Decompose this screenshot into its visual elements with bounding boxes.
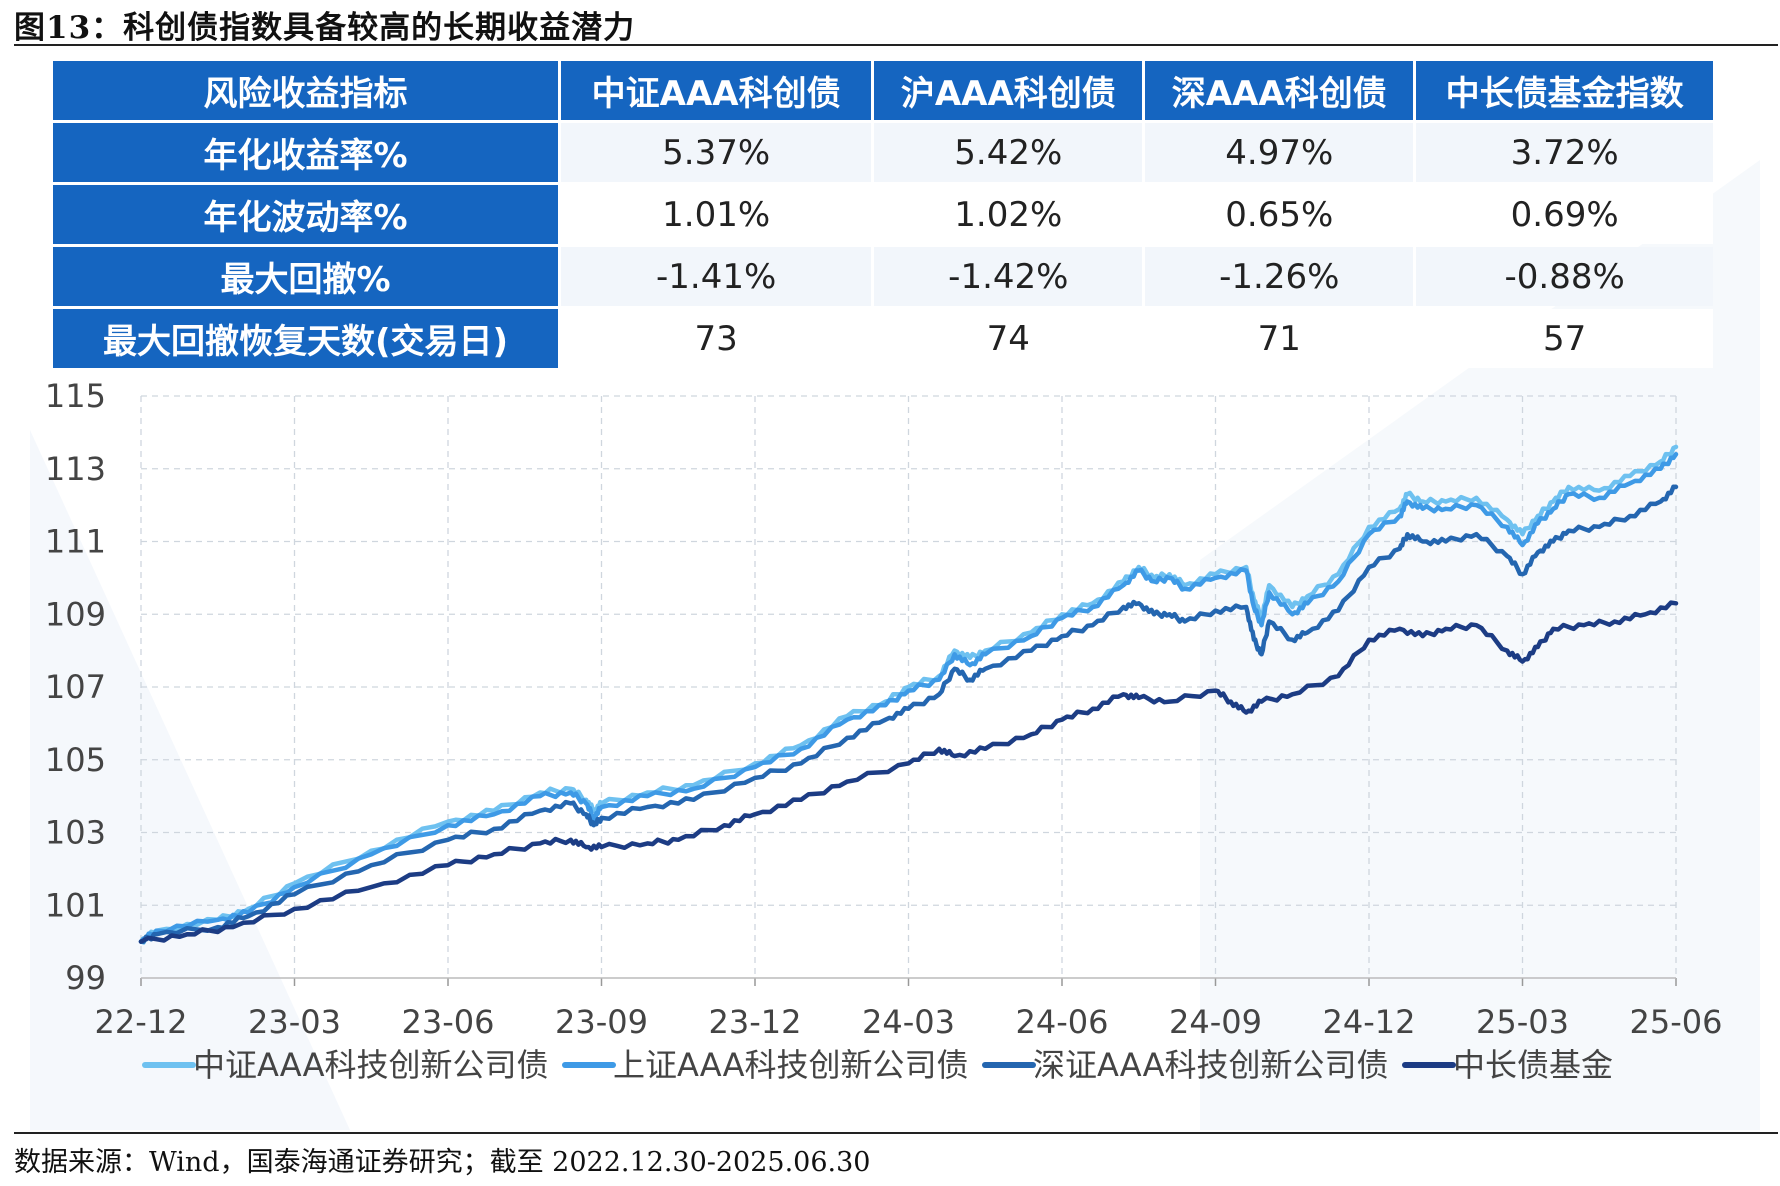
table-cell: -1.42% <box>874 247 1143 306</box>
y-tick-label: 103 <box>45 814 106 852</box>
y-tick-label: 101 <box>45 886 106 924</box>
figure-title: 图13：科创债指数具备较高的长期收益潜力 <box>14 10 636 46</box>
row-label: 年化收益率% <box>53 123 558 182</box>
table-header-row: 风险收益指标 中证AAA科创债 沪AAA科创债 深AAA科创债 中长债基金指数 <box>53 61 1713 120</box>
table-cell: 4.97% <box>1145 123 1414 182</box>
table-header-cell: 深AAA科创债 <box>1145 61 1414 120</box>
legend-label: 深证AAA科技创新公司债 <box>1033 1046 1388 1084</box>
bottom-rule <box>14 1132 1778 1134</box>
x-tick-label: 25-03 <box>1476 1003 1569 1041</box>
metrics-table: 风险收益指标 中证AAA科创债 沪AAA科创债 深AAA科创债 中长债基金指数 … <box>50 58 1716 371</box>
legend-label: 上证AAA科技创新公司债 <box>613 1046 968 1084</box>
series-line <box>138 600 1679 944</box>
line-chart: 99 101 103 105 107 109 111 113 115 22-12 23-03 23-0… <box>45 377 1723 1084</box>
x-tick-label: 25-06 <box>1630 1003 1723 1041</box>
top-rule <box>14 44 1778 46</box>
x-tick-label: 22-12 <box>95 1003 188 1041</box>
table-row: 年化收益率% 5.37% 5.42% 4.97% 3.72% <box>53 123 1713 182</box>
series-line <box>138 444 1679 945</box>
x-tick-label: 23-12 <box>709 1003 802 1041</box>
y-tick-label: 99 <box>65 959 106 997</box>
table-cell: 0.65% <box>1145 185 1414 244</box>
table-header-cell: 中长债基金指数 <box>1416 61 1713 120</box>
y-tick-label: 105 <box>45 741 106 779</box>
table-cell: 3.72% <box>1416 123 1713 182</box>
legend-label: 中证AAA科技创新公司债 <box>193 1046 548 1084</box>
table-cell: 5.37% <box>560 123 872 182</box>
table-cell: 74 <box>874 309 1143 368</box>
row-label: 最大回撤% <box>53 247 558 306</box>
y-tick-label: 111 <box>45 523 106 561</box>
series-line <box>138 451 1679 944</box>
table-cell: 57 <box>1416 309 1713 368</box>
row-label: 最大回撤恢复天数(交易日) <box>53 309 558 368</box>
x-tick-label: 23-09 <box>555 1003 648 1041</box>
table-row: 最大回撤恢复天数(交易日) 73 74 71 57 <box>53 309 1713 368</box>
table-header-cell: 沪AAA科创债 <box>874 61 1143 120</box>
y-tick-label: 113 <box>45 450 106 488</box>
table-cell: 1.02% <box>874 185 1143 244</box>
table-header-cell: 风险收益指标 <box>53 61 558 120</box>
x-tick-label: 24-09 <box>1169 1003 1262 1041</box>
source-note: 数据来源：Wind，国泰海通证券研究；截至 2022.12.30-2025.06… <box>14 1147 871 1178</box>
y-tick-label: 107 <box>45 668 106 706</box>
table-cell: 73 <box>560 309 872 368</box>
x-tick-label: 24-12 <box>1323 1003 1416 1041</box>
table-cell: 5.42% <box>874 123 1143 182</box>
table-header-cell: 中证AAA科创债 <box>560 61 872 120</box>
table-cell: -1.41% <box>560 247 872 306</box>
table-row: 最大回撤% -1.41% -1.42% -1.26% -0.88% <box>53 247 1713 306</box>
series-line <box>138 484 1679 944</box>
legend-label: 中长债基金 <box>1453 1046 1613 1084</box>
row-label: 年化波动率% <box>53 185 558 244</box>
x-tick-label: 24-06 <box>1016 1003 1109 1041</box>
x-tick-label: 23-03 <box>248 1003 341 1041</box>
y-tick-label: 109 <box>45 595 106 633</box>
table-cell: -0.88% <box>1416 247 1713 306</box>
y-tick-label: 115 <box>45 377 106 415</box>
table-cell: 0.69% <box>1416 185 1713 244</box>
table-cell: -1.26% <box>1145 247 1414 306</box>
table-cell: 1.01% <box>560 185 872 244</box>
table-cell: 71 <box>1145 309 1414 368</box>
x-tick-label: 23-06 <box>402 1003 495 1041</box>
x-tick-label: 24-03 <box>862 1003 955 1041</box>
table-row: 年化波动率% 1.01% 1.02% 0.65% 0.69% <box>53 185 1713 244</box>
